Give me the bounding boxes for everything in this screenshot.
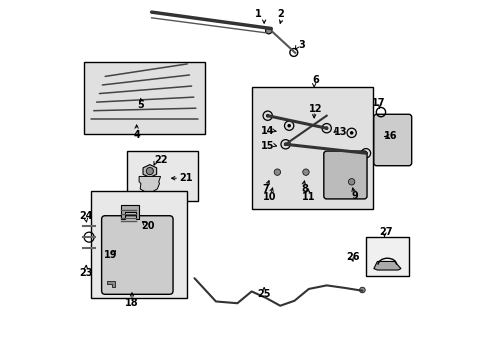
- Text: 18: 18: [125, 298, 139, 308]
- Text: 14: 14: [261, 126, 274, 136]
- Circle shape: [322, 123, 331, 133]
- Circle shape: [281, 140, 290, 149]
- Circle shape: [263, 111, 272, 120]
- Text: 1: 1: [255, 9, 262, 19]
- Text: 20: 20: [141, 221, 155, 231]
- Text: 10: 10: [262, 192, 276, 202]
- FancyBboxPatch shape: [373, 114, 411, 166]
- Text: 16: 16: [384, 131, 397, 141]
- FancyBboxPatch shape: [83, 62, 205, 134]
- Circle shape: [283, 143, 287, 146]
- Circle shape: [302, 169, 308, 175]
- Polygon shape: [121, 205, 139, 219]
- Circle shape: [146, 167, 153, 175]
- Text: 12: 12: [308, 104, 322, 113]
- Circle shape: [359, 287, 365, 293]
- FancyBboxPatch shape: [126, 152, 198, 202]
- Circle shape: [346, 128, 356, 138]
- Text: 26: 26: [346, 252, 360, 262]
- Text: 2: 2: [276, 9, 283, 19]
- Circle shape: [349, 131, 353, 135]
- Polygon shape: [107, 281, 115, 287]
- FancyBboxPatch shape: [323, 151, 366, 199]
- FancyBboxPatch shape: [91, 191, 187, 298]
- Circle shape: [364, 152, 367, 155]
- Circle shape: [324, 126, 328, 130]
- Circle shape: [348, 179, 354, 185]
- Text: 27: 27: [378, 227, 391, 237]
- Text: 8: 8: [301, 184, 308, 194]
- Text: 24: 24: [79, 211, 92, 221]
- Text: 6: 6: [312, 75, 319, 85]
- Text: 25: 25: [257, 289, 270, 299]
- Text: 13: 13: [333, 127, 347, 137]
- Text: 23: 23: [79, 268, 92, 278]
- Text: 4: 4: [134, 130, 141, 140]
- Polygon shape: [139, 176, 160, 193]
- Text: 15: 15: [261, 141, 274, 151]
- FancyBboxPatch shape: [251, 87, 372, 208]
- Text: 3: 3: [298, 40, 305, 50]
- Text: 11: 11: [302, 192, 315, 202]
- Text: 22: 22: [154, 156, 167, 165]
- Circle shape: [361, 149, 370, 158]
- Text: 9: 9: [351, 191, 358, 201]
- FancyBboxPatch shape: [102, 216, 173, 294]
- Circle shape: [287, 124, 290, 127]
- Circle shape: [265, 114, 269, 117]
- Text: 17: 17: [371, 98, 385, 108]
- Polygon shape: [142, 165, 156, 177]
- Circle shape: [274, 169, 280, 175]
- Text: 7: 7: [262, 184, 269, 194]
- Circle shape: [265, 27, 271, 34]
- Text: 21: 21: [179, 173, 192, 183]
- Polygon shape: [373, 261, 400, 270]
- Circle shape: [284, 121, 293, 130]
- FancyBboxPatch shape: [365, 237, 408, 276]
- Text: 19: 19: [103, 250, 117, 260]
- Text: 5: 5: [137, 100, 144, 110]
